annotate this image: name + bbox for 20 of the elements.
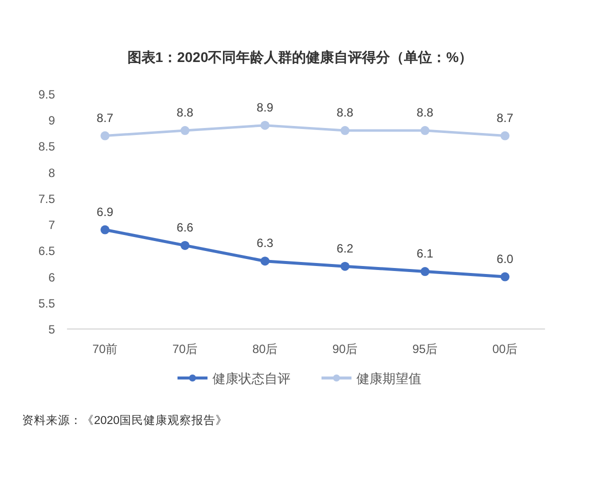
x-tick-label: 70前 bbox=[92, 342, 118, 356]
legend-label: 健康状态自评 bbox=[212, 371, 290, 386]
x-tick-label: 90后 bbox=[332, 342, 358, 356]
y-tick-label: 9.5 bbox=[38, 88, 56, 102]
title: 图表1：2020不同年龄人群的健康自评得分（单位：%） bbox=[127, 49, 473, 65]
x-tick-label: 95后 bbox=[412, 342, 438, 356]
y-tick-label: 9 bbox=[48, 114, 56, 128]
x-tick-label: 70后 bbox=[172, 342, 198, 356]
x-tick-label: 00后 bbox=[492, 342, 518, 356]
annotation: 资料来源：《2020国民健康观察报告》 bbox=[22, 415, 228, 427]
y-tick-label: 5.5 bbox=[38, 296, 56, 310]
y-tick-label: 8.5 bbox=[38, 140, 56, 154]
y-tick-label: 5 bbox=[48, 322, 56, 336]
y-tick-label: 6.5 bbox=[38, 244, 56, 258]
legend-label: 健康期望值 bbox=[356, 371, 422, 386]
y-tick-label: 7.5 bbox=[38, 192, 56, 206]
x-tick-label: 80后 bbox=[252, 342, 278, 356]
y-tick-label: 8 bbox=[48, 166, 56, 180]
y-tick-label: 7 bbox=[48, 218, 56, 232]
y-tick-label: 6 bbox=[48, 270, 56, 284]
